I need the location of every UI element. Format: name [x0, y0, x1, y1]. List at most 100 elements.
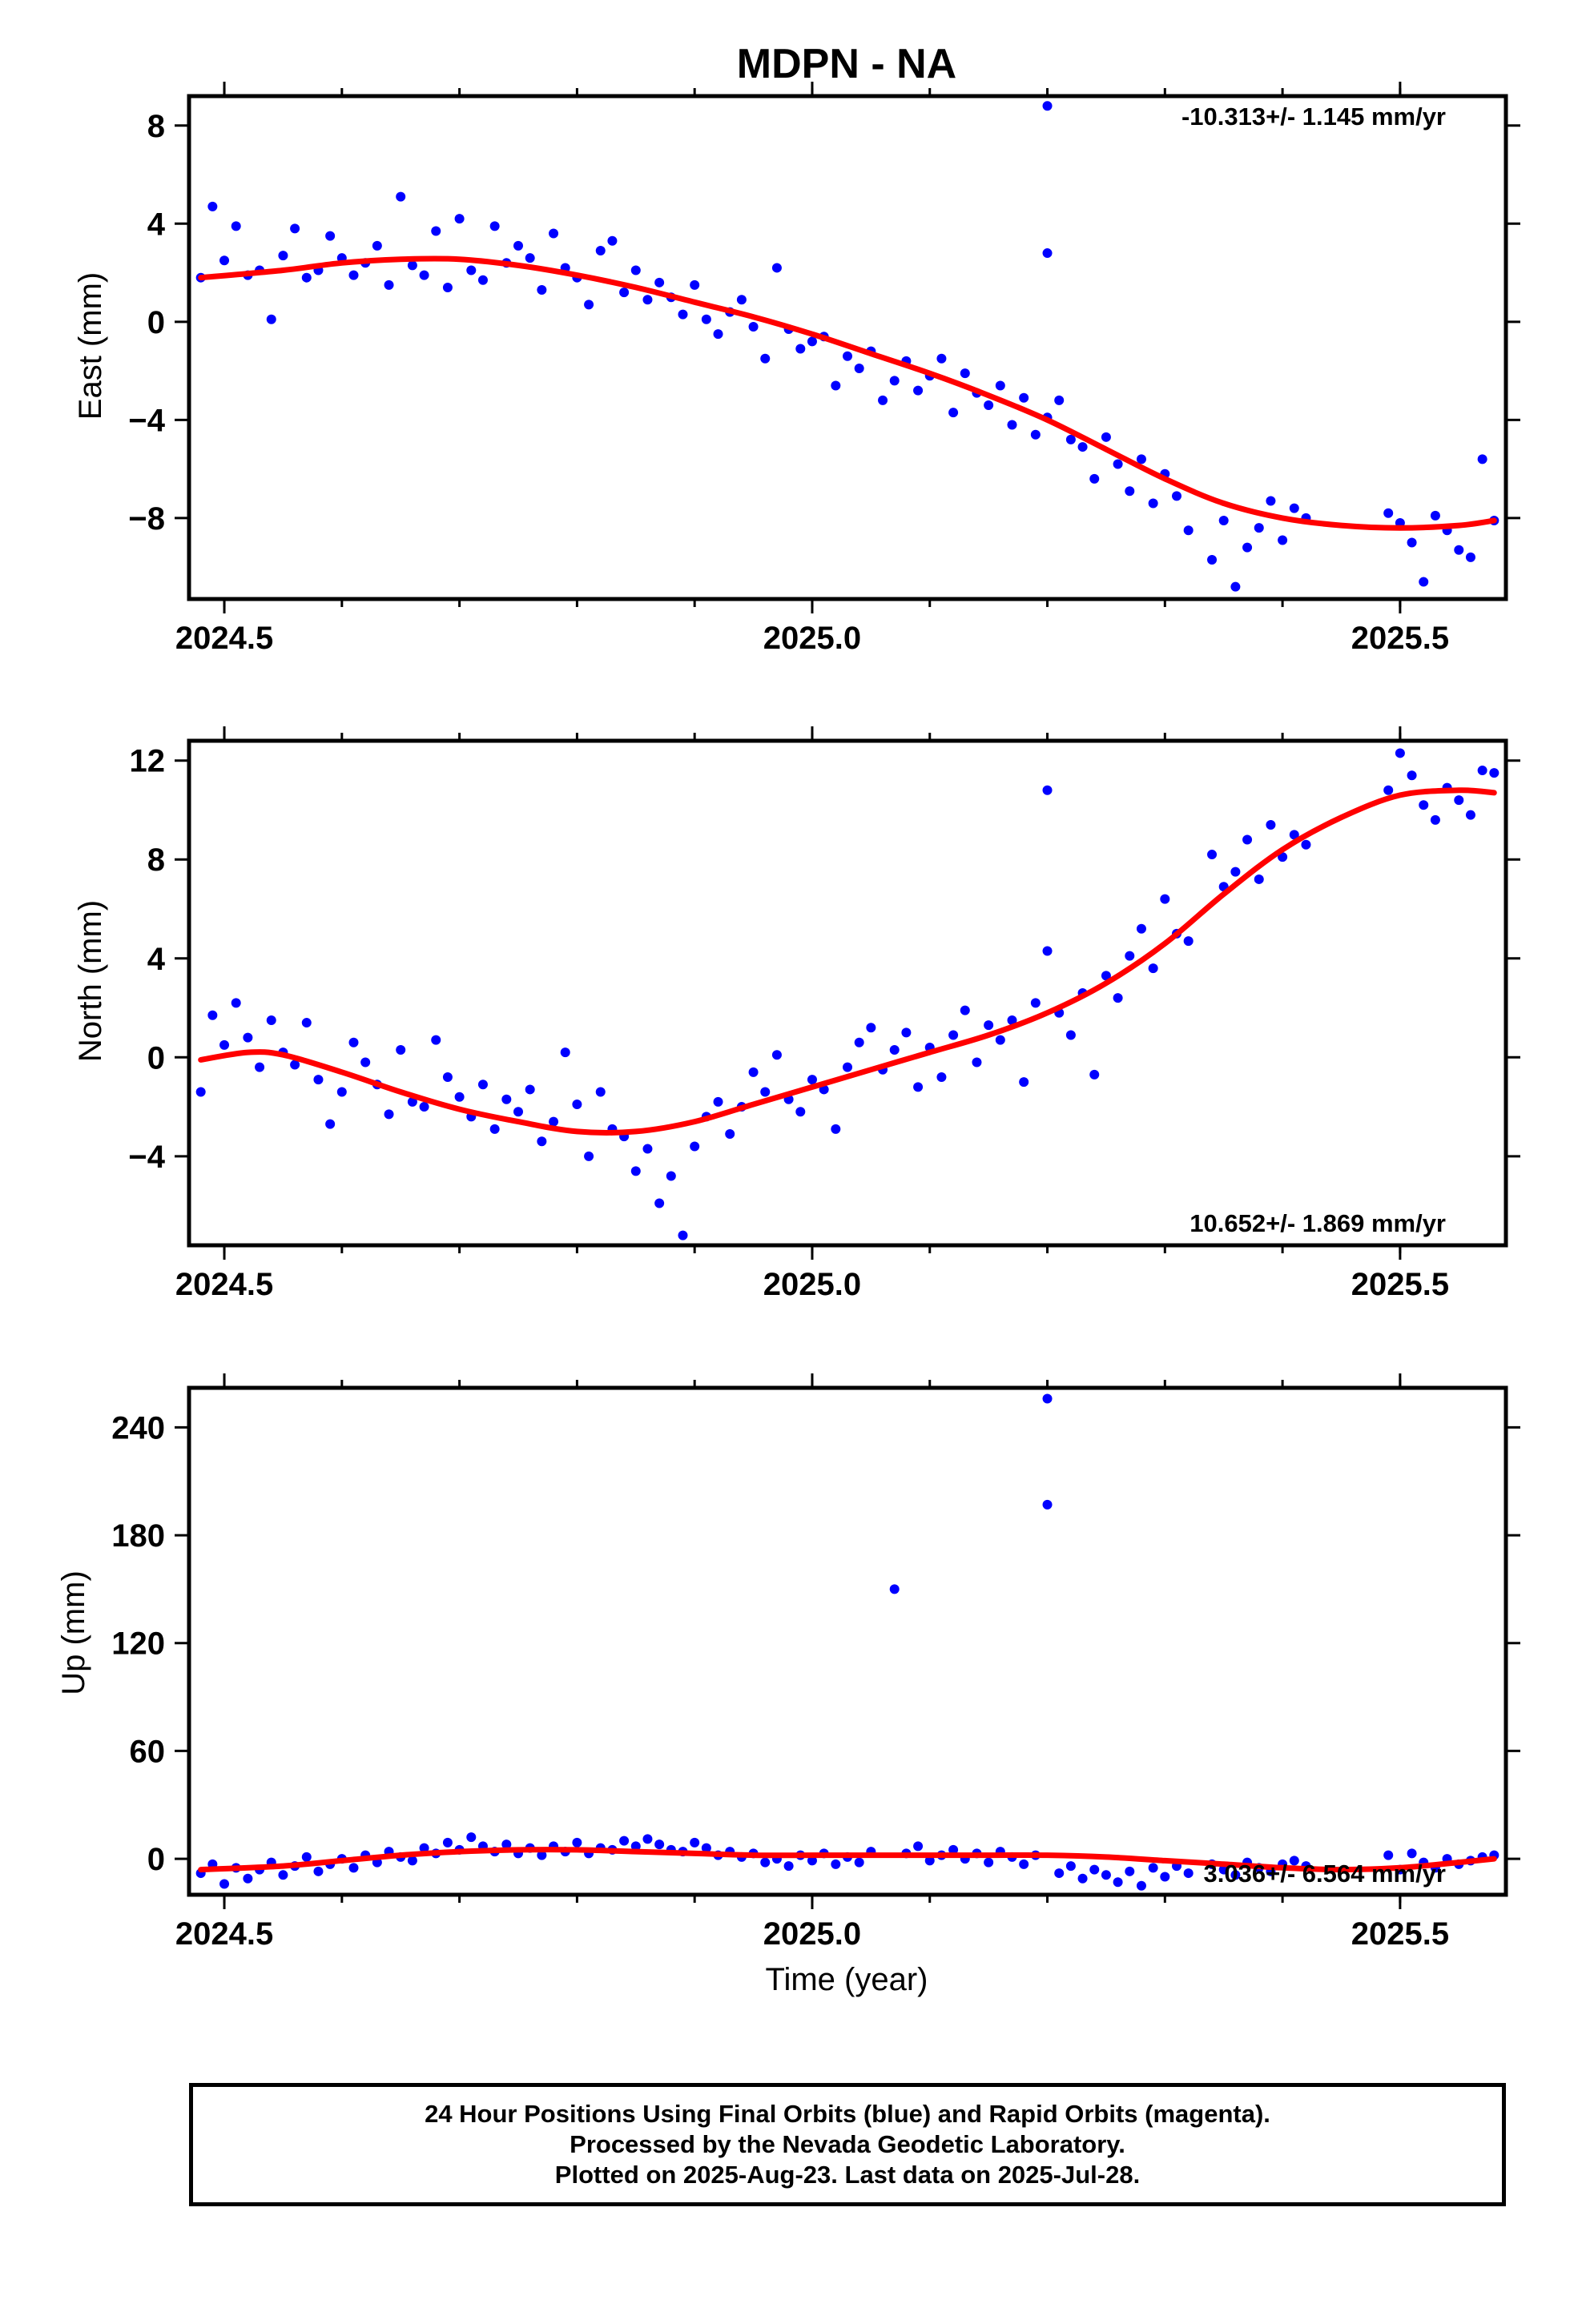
north-x-tick-label: 2025.5	[1351, 1267, 1449, 1302]
north-data-point	[807, 1075, 817, 1085]
north-ylabel: North (mm)	[73, 900, 108, 1062]
east-y-tick-label: 4	[147, 207, 166, 242]
up-data-point	[572, 1837, 582, 1848]
north-data-point	[1419, 800, 1429, 810]
north-data-point	[984, 1020, 994, 1031]
north-data-point	[266, 1015, 276, 1025]
east-data-point	[372, 240, 382, 251]
up-y-tick-label: 180	[111, 1518, 165, 1554]
east-data-point	[948, 408, 959, 418]
east-data-point	[1125, 486, 1135, 497]
north-data-point	[1430, 814, 1440, 825]
north-data-point	[584, 1151, 594, 1161]
north-x-tick-label: 2024.5	[175, 1267, 273, 1302]
east-data-point	[843, 351, 852, 361]
north-data-point	[901, 1027, 912, 1038]
north-data-point	[360, 1057, 371, 1068]
north-x-tick-label: 2025.0	[763, 1267, 861, 1302]
up-fit-line	[198, 1847, 1497, 1873]
east-data-point	[678, 309, 688, 320]
footer-line-1: 24 Hour Positions Using Final Orbits (bl…	[425, 2100, 1270, 2128]
north-data-point	[595, 1087, 606, 1097]
east-data-point	[1430, 510, 1440, 521]
north-y-tick-label: 4	[147, 942, 166, 977]
north-data-point	[231, 998, 241, 1008]
up-y-tick-label: 0	[147, 1842, 165, 1877]
north-data-point	[219, 1039, 230, 1050]
north-data-point	[866, 1023, 876, 1033]
north-data-point	[549, 1116, 559, 1127]
east-data-point	[1148, 498, 1158, 509]
east-data-point	[1172, 491, 1181, 501]
up-data-point	[1065, 1861, 1076, 1872]
up-data-point	[619, 1835, 630, 1846]
east-data-point	[549, 228, 559, 239]
east-data-point	[654, 277, 665, 287]
figure-title: MDPN - NA	[737, 41, 956, 87]
north-data-point	[384, 1109, 394, 1120]
up-data-point	[419, 1843, 429, 1853]
up-data-point	[278, 1870, 288, 1880]
up-data-point	[1383, 1850, 1394, 1860]
north-data-point	[1289, 830, 1299, 840]
north-data-point	[654, 1198, 665, 1208]
east-data-point	[1254, 523, 1264, 533]
footer-box: 24 Hour Positions Using Final Orbits (bl…	[189, 2083, 1506, 2206]
north-data-point	[290, 1059, 300, 1070]
up-data-point	[219, 1879, 230, 1889]
up-y-tick-label: 120	[111, 1626, 165, 1662]
east-data-point	[713, 329, 723, 340]
north-data-point	[854, 1037, 864, 1047]
north-data-point	[1477, 766, 1487, 776]
up-data-point	[1042, 1393, 1053, 1404]
north-data-point	[1183, 936, 1194, 947]
east-data-point	[771, 263, 782, 273]
east-data-point	[266, 314, 276, 324]
east-data-point	[1477, 454, 1487, 464]
north-data-point	[1148, 963, 1158, 974]
east-data-point	[1030, 429, 1041, 440]
east-data-point	[630, 265, 641, 275]
north-data-point	[760, 1087, 771, 1097]
up-x-tick-label: 2025.0	[763, 1916, 861, 1952]
north-data-point	[525, 1084, 535, 1095]
east-rate-label: -10.313+/- 1.145 mm/yr	[1181, 103, 1446, 131]
up-data-point	[654, 1839, 665, 1850]
east-data-point	[736, 295, 747, 305]
north-data-point	[419, 1102, 429, 1112]
east-data-point	[1065, 434, 1076, 444]
north-data-point	[995, 1035, 1005, 1045]
up-data-point	[1289, 1856, 1299, 1866]
east-data-point	[1407, 537, 1417, 548]
east-data-point	[207, 201, 218, 211]
up-data-point	[948, 1844, 959, 1855]
footer-line-2: Processed by the Nevada Geodetic Laborat…	[570, 2130, 1125, 2158]
north-data-point	[537, 1136, 547, 1147]
north-data-point	[972, 1057, 982, 1068]
east-data-point	[477, 275, 488, 285]
north-data-point	[795, 1107, 806, 1117]
north-data-point	[831, 1124, 841, 1134]
up-data-point	[407, 1856, 417, 1866]
north-data-point	[477, 1080, 488, 1090]
east-data-point	[231, 221, 241, 231]
up-data-point	[466, 1832, 477, 1843]
north-data-point	[960, 1005, 970, 1015]
up-data-point	[1407, 1848, 1417, 1859]
east-data-point	[807, 336, 817, 347]
east-data-point	[489, 221, 500, 231]
east-data-point	[748, 321, 759, 332]
north-data-point	[1030, 998, 1041, 1008]
up-data-point	[924, 1856, 935, 1866]
east-data-point	[219, 255, 230, 266]
east-data-point	[619, 287, 630, 298]
north-data-point	[1125, 951, 1135, 961]
north-data-point	[843, 1062, 852, 1072]
up-data-point	[442, 1837, 453, 1848]
up-data-point	[1077, 1873, 1088, 1884]
east-data-point	[1101, 432, 1111, 442]
north-data-point	[325, 1119, 336, 1129]
up-data-point	[1019, 1859, 1029, 1869]
east-data-point	[1113, 459, 1123, 469]
north-data-point	[630, 1166, 641, 1176]
